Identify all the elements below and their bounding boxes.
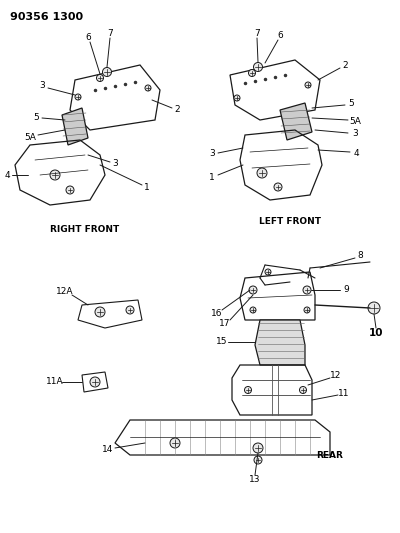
- Circle shape: [304, 307, 310, 313]
- Circle shape: [368, 302, 380, 314]
- Text: 5A: 5A: [24, 133, 36, 141]
- Text: 11A: 11A: [46, 377, 64, 386]
- Text: 13: 13: [249, 475, 261, 484]
- Circle shape: [244, 386, 252, 393]
- Circle shape: [300, 386, 306, 393]
- Text: 16: 16: [211, 309, 223, 318]
- Text: 4: 4: [4, 171, 10, 180]
- Circle shape: [75, 94, 81, 100]
- Text: 1: 1: [144, 182, 150, 191]
- Text: LEFT FRONT: LEFT FRONT: [259, 217, 321, 227]
- Text: 11: 11: [338, 389, 350, 398]
- Circle shape: [265, 269, 271, 275]
- Circle shape: [66, 186, 74, 194]
- Text: 1: 1: [209, 173, 215, 182]
- Polygon shape: [62, 108, 88, 145]
- Text: 2: 2: [342, 61, 348, 70]
- Text: 7: 7: [107, 29, 113, 38]
- Text: 12: 12: [330, 372, 342, 381]
- Circle shape: [234, 95, 240, 101]
- Text: 8: 8: [357, 252, 363, 261]
- Polygon shape: [255, 320, 305, 365]
- Text: 14: 14: [102, 446, 114, 455]
- Circle shape: [96, 75, 104, 82]
- Circle shape: [170, 438, 180, 448]
- Text: 3: 3: [39, 82, 45, 91]
- Text: 17: 17: [219, 319, 231, 327]
- Text: 4: 4: [353, 149, 359, 157]
- Text: 3: 3: [209, 149, 215, 158]
- Text: 7: 7: [254, 29, 260, 38]
- Circle shape: [102, 68, 112, 77]
- Text: 10: 10: [369, 328, 383, 338]
- Text: 9: 9: [343, 286, 349, 295]
- Text: 15: 15: [216, 337, 228, 346]
- Circle shape: [249, 286, 257, 294]
- Text: 3: 3: [352, 130, 358, 139]
- Circle shape: [145, 85, 151, 91]
- Text: 5A: 5A: [349, 117, 361, 125]
- Text: 5: 5: [33, 112, 39, 122]
- Text: 2: 2: [174, 104, 180, 114]
- Text: 5: 5: [348, 100, 354, 109]
- Circle shape: [305, 82, 311, 88]
- Circle shape: [126, 306, 134, 314]
- Text: 12A: 12A: [56, 287, 74, 296]
- Text: 6: 6: [85, 34, 91, 43]
- Circle shape: [303, 286, 311, 294]
- Circle shape: [250, 307, 256, 313]
- Circle shape: [248, 69, 256, 77]
- Circle shape: [90, 377, 100, 387]
- Circle shape: [50, 170, 60, 180]
- Text: 6: 6: [277, 31, 283, 41]
- Text: 3: 3: [112, 159, 118, 168]
- Circle shape: [254, 62, 262, 71]
- Circle shape: [253, 443, 263, 453]
- Circle shape: [254, 456, 262, 464]
- Text: RIGHT FRONT: RIGHT FRONT: [50, 225, 120, 235]
- Circle shape: [257, 168, 267, 178]
- Circle shape: [95, 307, 105, 317]
- Circle shape: [274, 183, 282, 191]
- Text: 90356 1300: 90356 1300: [10, 12, 83, 22]
- Text: REAR: REAR: [316, 450, 344, 459]
- Polygon shape: [280, 103, 312, 140]
